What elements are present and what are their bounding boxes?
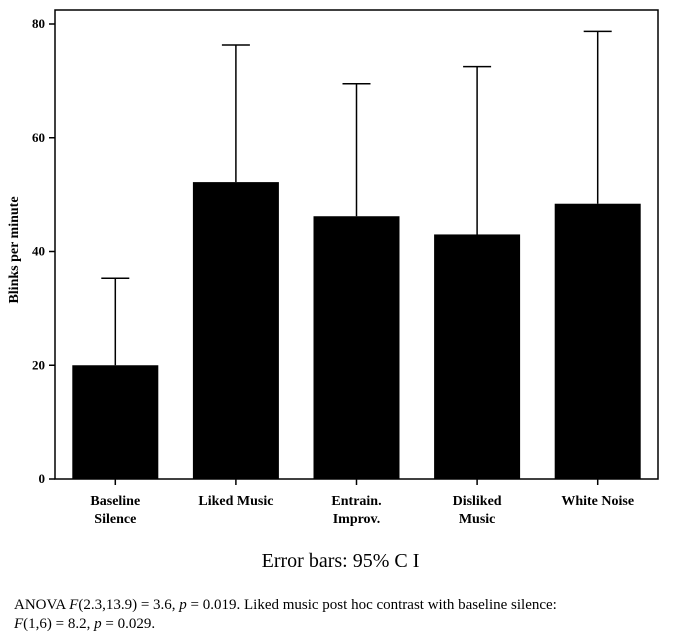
statistics-note-line-2: F(1,6) = 8.2, p = 0.029. bbox=[14, 616, 156, 632]
error-bars bbox=[101, 30, 612, 366]
x-category-label: Entrain. Improv. bbox=[331, 494, 381, 527]
y-axis-label: Blinks per minute bbox=[7, 196, 22, 303]
y-tick-label: 80 bbox=[32, 16, 45, 31]
error-bars-caption: Error bars: 95% C I bbox=[261, 550, 420, 572]
y-tick-label: 60 bbox=[32, 130, 45, 145]
y-tick-label: 40 bbox=[32, 244, 45, 259]
x-category-label: Liked Music bbox=[198, 494, 273, 509]
bar bbox=[313, 216, 400, 480]
bar bbox=[554, 203, 641, 479]
bar-chart: 0 20 40 60 80 Baseline Silence Liked Music Entr… bbox=[7, 9, 659, 527]
x-category-label: Baseline Silence bbox=[90, 494, 140, 527]
x-category-label: Disliked Music bbox=[453, 494, 502, 527]
bars bbox=[72, 182, 641, 480]
bar bbox=[434, 234, 521, 479]
statistics-note: ANOVA F(2.3,13.9) = 3.6, p = 0.019. Like… bbox=[14, 596, 674, 634]
bar bbox=[72, 365, 159, 479]
x-axis-labels: Baseline Silence Liked Music Entrain. Improv… bbox=[90, 479, 634, 527]
y-tick-label: 20 bbox=[32, 357, 45, 372]
bar bbox=[192, 182, 279, 480]
y-tick-label: 0 bbox=[39, 471, 46, 486]
x-category-label: White Noise bbox=[561, 494, 634, 509]
statistics-note-line-1: ANOVA F(2.3,13.9) = 3.6, p = 0.019. Like… bbox=[14, 597, 557, 613]
y-axis-ticks: 0 20 40 60 80 bbox=[32, 16, 55, 486]
